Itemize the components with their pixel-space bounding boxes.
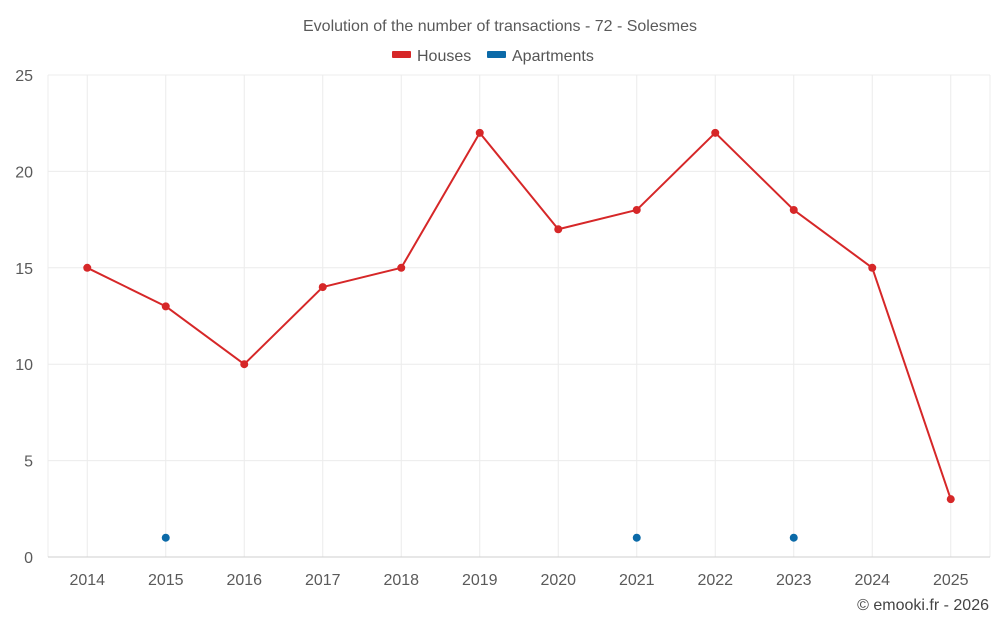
x-axis-ticks: 2014 2015 2016 2017 2018 2019 2020 2021 2022 2023… [69,572,968,589]
legend-item-houses[interactable]: Houses [392,48,471,65]
y-tick-label: 25 [15,68,33,85]
data-point-houses-2016[interactable] [240,360,249,369]
data-point-houses-2024[interactable] [868,263,877,272]
legend-swatch-houses [392,51,411,58]
data-point-houses-2023[interactable] [789,205,798,214]
data-point-apartments-2015[interactable] [161,533,170,542]
x-tick-label: 2024 [854,572,890,589]
y-tick-label: 5 [24,454,33,471]
x-tick-label: 2015 [148,572,184,589]
y-axis-ticks: 0 5 10 15 20 25 [15,68,33,567]
y-tick-label: 0 [24,550,33,567]
data-point-houses-2022[interactable] [711,128,720,137]
data-point-houses-2017[interactable] [318,283,327,292]
x-tick-label: 2019 [462,572,498,589]
legend-label-apartments[interactable]: Apartments [512,48,594,65]
legend[interactable]: Houses Apartments [392,48,594,65]
series-apartments [161,533,798,542]
legend-label-houses[interactable]: Houses [417,48,471,65]
legend-swatch-apartments [487,51,506,58]
credit-text: © emooki.fr - 2026 [857,597,989,614]
x-tick-label: 2018 [383,572,419,589]
data-point-houses-2015[interactable] [161,302,170,311]
data-point-apartments-2023[interactable] [789,533,798,542]
x-tick-label: 2016 [226,572,262,589]
data-point-houses-2021[interactable] [632,205,641,214]
x-tick-label: 2020 [540,572,576,589]
x-tick-label: 2022 [697,572,733,589]
chart-title: Evolution of the number of transactions … [303,18,697,35]
data-point-apartments-2021[interactable] [632,533,641,542]
grid [47,74,991,558]
data-point-houses-2025[interactable] [946,495,955,504]
x-tick-label: 2014 [69,572,105,589]
data-point-houses-2019[interactable] [475,128,484,137]
legend-item-apartments[interactable]: Apartments [487,48,594,65]
x-tick-label: 2021 [619,572,655,589]
x-tick-label: 2023 [776,572,812,589]
x-tick-label: 2017 [305,572,341,589]
x-tick-label: 2025 [933,572,969,589]
series-layer [83,128,955,542]
y-tick-label: 20 [15,164,33,181]
data-point-houses-2018[interactable] [397,263,406,272]
series-line-houses [86,131,952,500]
y-tick-label: 10 [15,357,33,374]
data-point-houses-2020[interactable] [554,225,563,234]
data-point-houses-2014[interactable] [83,263,92,272]
y-tick-label: 15 [15,261,33,278]
series-houses [83,128,955,504]
